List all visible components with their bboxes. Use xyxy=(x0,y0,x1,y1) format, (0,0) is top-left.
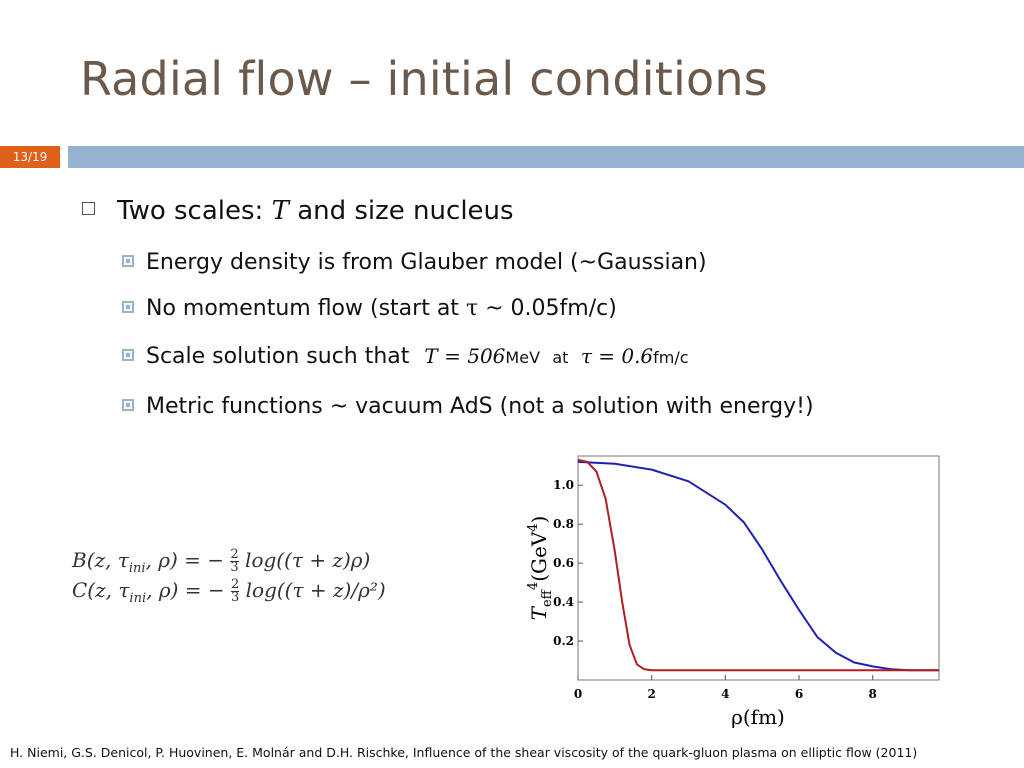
main-bullet: Two scales: T and size nucleus xyxy=(82,196,514,226)
x-tick-label: 4 xyxy=(721,687,729,701)
sub-bullet-1-text: Energy density is from Glauber model (~G… xyxy=(146,250,707,275)
main-bullet-text-post: and size nucleus xyxy=(297,196,514,226)
slide-number: 13/19 xyxy=(0,146,60,168)
square-bullet-icon xyxy=(122,349,134,361)
series-lines xyxy=(577,458,939,672)
citation: H. Niemi, G.S. Denicol, P. Huovinen, E. … xyxy=(10,745,918,760)
sub-bullet-4: Metric functions ~ vacuum AdS (not a sol… xyxy=(122,394,814,419)
y-tick-label: 1.0 xyxy=(553,478,574,492)
y-tick-label: 0.4 xyxy=(553,595,574,609)
time-unit: fm/c xyxy=(653,348,689,367)
x-ticks: 0 2 4 6 8 xyxy=(574,675,877,701)
y-tick-label: 0.6 xyxy=(553,556,574,570)
x-axis-label: ρ(fm) xyxy=(731,705,785,729)
energy-density-chart: 0 2 4 6 8 0.2 0.4 0.6 0.8 1.0 ρ(fm) Teff4(GeV4) xyxy=(526,455,940,729)
square-bullet-icon xyxy=(122,301,134,313)
sub-bullet-3-text: Scale solution such that xyxy=(146,344,410,369)
series-line-2 xyxy=(577,458,939,672)
x-tick-label: 8 xyxy=(869,687,877,701)
y-ticks: 0.2 0.4 0.6 0.8 1.0 xyxy=(553,478,583,648)
square-bullet-icon xyxy=(122,255,134,267)
series-line-1 xyxy=(577,460,939,672)
sub-bullet-2: No momentum flow (start at τ ~ 0.05fm/c) xyxy=(122,296,617,321)
main-bullet-text-pre: Two scales: xyxy=(117,196,264,226)
y-tick-label: 0.8 xyxy=(553,517,574,531)
sub-bullet-1: Energy density is from Glauber model (~G… xyxy=(122,250,707,275)
hollow-square-bullet-icon xyxy=(82,202,95,215)
x-tick-label: 2 xyxy=(647,687,655,701)
square-bullet-icon xyxy=(122,399,134,411)
slide-title: Radial flow – initial conditions xyxy=(80,52,768,106)
x-tick-label: 6 xyxy=(795,687,803,701)
time-equation: τ = 0.6 xyxy=(580,344,654,368)
at-word: at xyxy=(552,348,569,367)
sub-bullet-3: Scale solution such that T = 506MeV at τ… xyxy=(122,344,689,369)
sub-bullet-2-text-pre: No momentum flow (start at xyxy=(146,296,459,321)
sub-bullet-4-text: Metric functions ~ vacuum AdS (not a sol… xyxy=(146,394,814,419)
main-bullet-symbol: T xyxy=(271,196,289,226)
y-tick-label: 0.2 xyxy=(553,634,574,648)
plot-frame xyxy=(577,455,940,681)
header-band xyxy=(68,146,1024,168)
inline-equation: T = 506MeV at τ = 0.6fm/c xyxy=(424,344,688,368)
temperature-equation: T = 506 xyxy=(424,344,506,368)
sub-bullet-2-text-post: ~ 0.05fm/c) xyxy=(485,296,617,321)
x-tick-label: 0 xyxy=(574,687,582,701)
sub-bullet-2-symbol: τ xyxy=(465,296,479,321)
temperature-unit: MeV xyxy=(505,348,541,367)
y-axis-label: Teff4(GeV4) xyxy=(526,516,555,621)
